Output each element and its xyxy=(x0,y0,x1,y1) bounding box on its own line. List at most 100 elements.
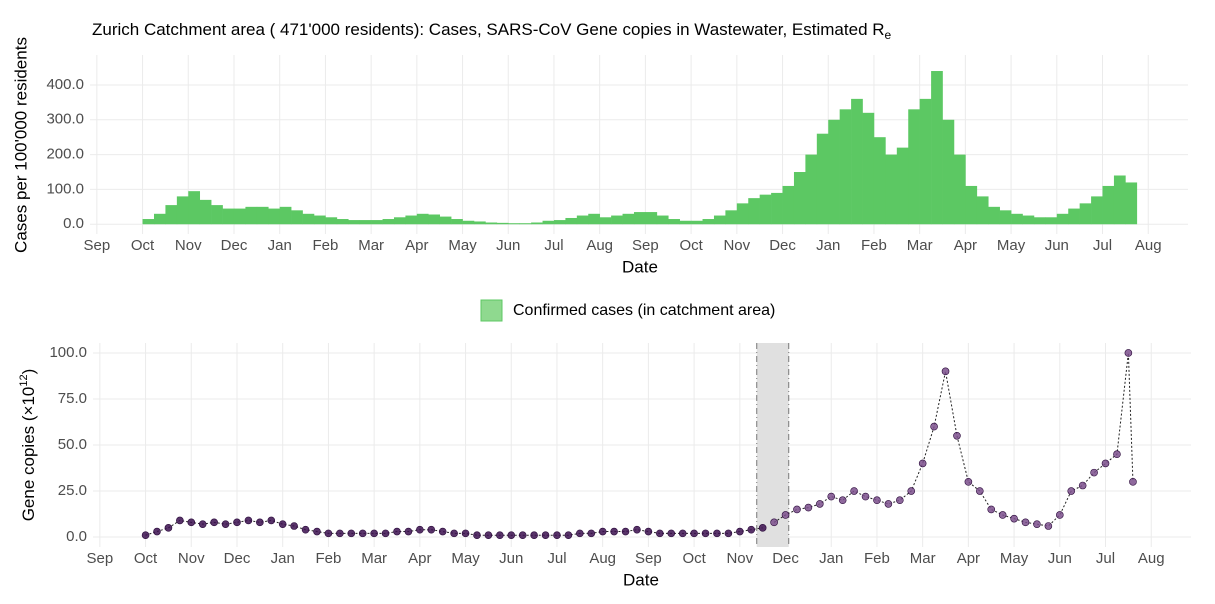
bar xyxy=(1011,213,1023,225)
bar xyxy=(211,205,223,225)
data-point xyxy=(770,518,778,527)
bar xyxy=(359,220,372,225)
bar xyxy=(611,215,623,225)
data-point xyxy=(256,518,264,527)
x-tick-label: Oct xyxy=(679,237,703,254)
x-tick-label: Oct xyxy=(682,550,706,567)
x-tick-label: Jun xyxy=(1048,550,1072,567)
y-axis-title: Cases per 100'000 residents xyxy=(11,37,30,253)
data-point xyxy=(438,527,447,536)
data-point xyxy=(1067,487,1076,495)
data-point xyxy=(1124,349,1133,357)
x-tick-label: May xyxy=(451,550,480,567)
bar xyxy=(576,215,589,225)
bar xyxy=(828,119,840,225)
x-tick-label: Apr xyxy=(405,237,428,254)
bar xyxy=(976,196,989,225)
x-tick-label: Dec xyxy=(769,237,796,254)
bar xyxy=(165,205,178,225)
data-point xyxy=(781,511,790,519)
y-title-text: Gene copies (×10 xyxy=(19,387,38,522)
bar xyxy=(1091,196,1103,225)
data-point xyxy=(507,531,516,540)
bar xyxy=(245,206,258,225)
bar xyxy=(405,215,418,225)
x-tick-label: Aug xyxy=(589,550,616,567)
bar xyxy=(771,192,783,225)
data-point xyxy=(690,529,698,538)
bar xyxy=(633,212,646,225)
data-point xyxy=(347,529,356,538)
data-point xyxy=(598,527,607,536)
bar xyxy=(839,109,852,225)
data-point xyxy=(1101,459,1110,468)
data-point xyxy=(621,527,630,536)
x-tick-label: Jul xyxy=(1093,237,1112,254)
data-point xyxy=(267,516,276,525)
x-tick-label: Jun xyxy=(499,550,523,567)
y-tick-label: 0.0 xyxy=(63,215,84,232)
x-tick-label: Jan xyxy=(271,550,295,567)
x-axis-title: Date xyxy=(622,257,658,276)
data-point xyxy=(1056,511,1064,519)
bar xyxy=(862,112,875,225)
data-point xyxy=(1010,514,1018,523)
data-point xyxy=(930,422,938,431)
data-point xyxy=(610,527,618,536)
data-point xyxy=(1129,478,1137,486)
bar xyxy=(1079,203,1092,225)
x-tick-label: Jul xyxy=(1096,550,1115,567)
bar xyxy=(325,217,338,225)
data-point xyxy=(153,527,161,536)
data-point xyxy=(987,505,996,514)
bar xyxy=(553,220,566,225)
data-point xyxy=(678,529,687,538)
x-tick-label: Sep xyxy=(87,550,114,567)
data-point xyxy=(473,531,481,540)
bar xyxy=(348,220,361,225)
bar xyxy=(542,220,555,225)
bar xyxy=(153,213,166,225)
data-point xyxy=(541,531,550,540)
data-point xyxy=(336,529,344,538)
x-tick-label: Aug xyxy=(586,237,613,254)
data-point xyxy=(1078,481,1087,490)
bar xyxy=(451,219,463,225)
x-tick-label: Sep xyxy=(635,550,662,567)
data-point xyxy=(484,531,493,540)
x-tick-label: Feb xyxy=(312,237,338,254)
bar xyxy=(953,154,966,225)
x-tick-label: Oct xyxy=(131,237,155,254)
y-tick-label: 25.0 xyxy=(58,482,87,499)
bar xyxy=(302,213,315,225)
bar xyxy=(942,119,955,225)
data-point xyxy=(518,531,527,540)
bar xyxy=(176,196,189,225)
bar xyxy=(416,213,429,225)
x-tick-label: Sep xyxy=(632,237,659,254)
data-point xyxy=(941,367,950,376)
data-point xyxy=(576,529,584,538)
bar xyxy=(908,109,920,225)
bar xyxy=(485,222,498,225)
bar xyxy=(645,212,658,225)
data-point xyxy=(210,518,218,527)
data-point xyxy=(804,503,813,512)
bar xyxy=(1068,208,1080,225)
y-tick-label: 0.0 xyxy=(66,528,87,545)
x-tick-label: Jan xyxy=(819,550,843,567)
x-tick-label: Jan xyxy=(816,237,840,254)
y-tick-label: 100.0 xyxy=(46,180,84,197)
data-point xyxy=(187,518,196,527)
data-point xyxy=(724,529,733,538)
bar xyxy=(793,172,806,225)
x-tick-label: Feb xyxy=(315,550,341,567)
bar xyxy=(988,206,1000,225)
data-point xyxy=(461,529,470,538)
bar xyxy=(291,210,303,225)
data-point xyxy=(233,518,241,527)
bar xyxy=(1125,182,1138,225)
data-point xyxy=(587,529,596,538)
x-tick-label: Apr xyxy=(957,550,980,567)
